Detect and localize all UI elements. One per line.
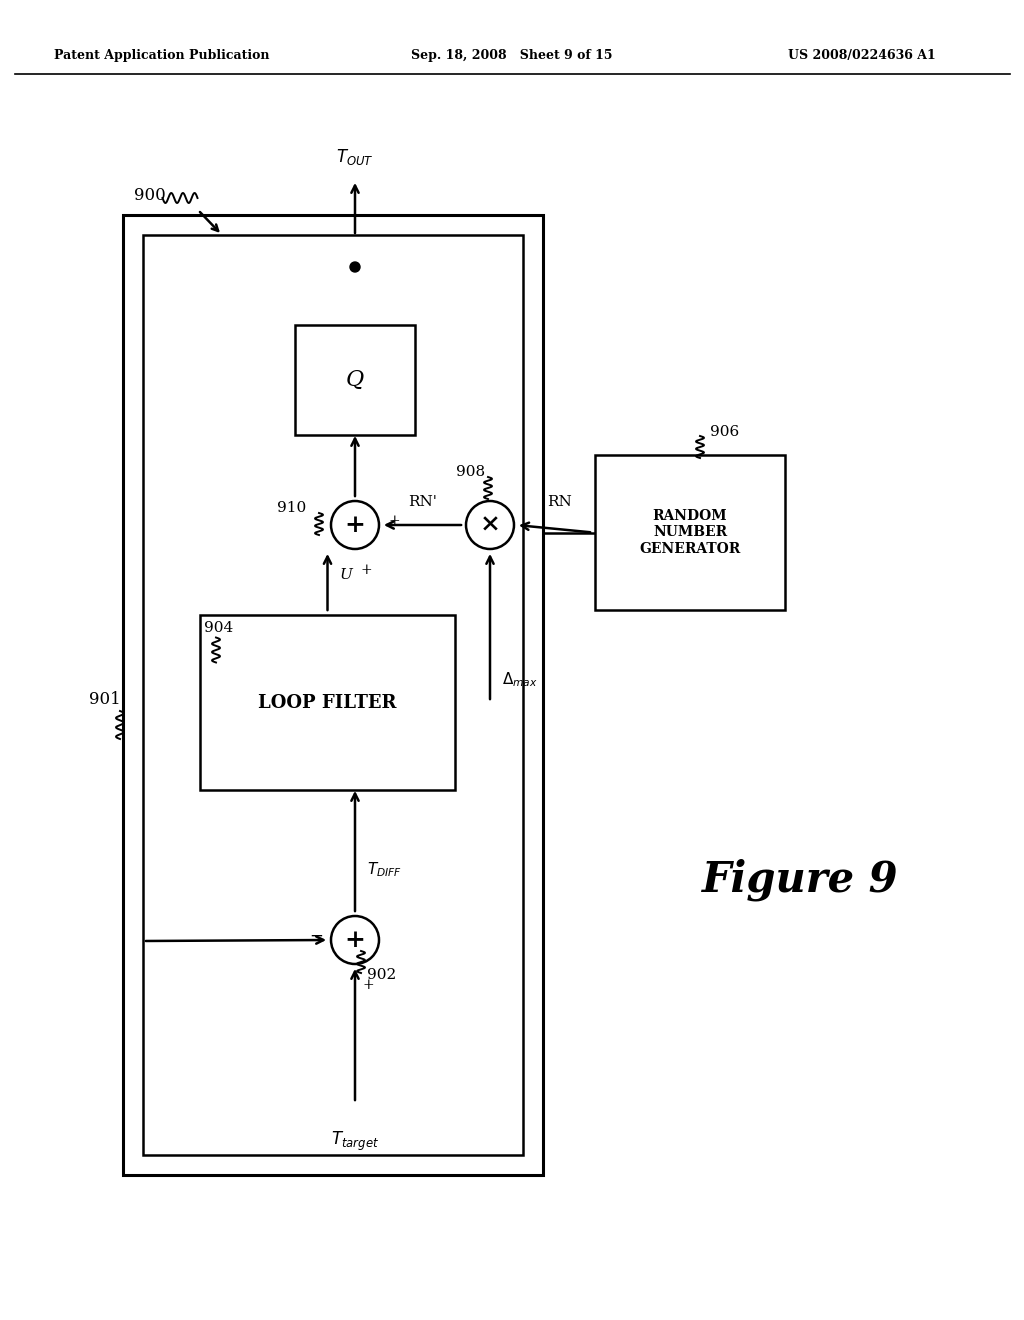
Text: $T_{target}$: $T_{target}$ — [331, 1130, 379, 1154]
Text: +: + — [389, 513, 400, 528]
Text: RANDOM
NUMBER
GENERATOR: RANDOM NUMBER GENERATOR — [639, 510, 740, 556]
Text: Q: Q — [346, 370, 365, 391]
Text: 908: 908 — [456, 465, 485, 479]
Bar — [595, 455, 785, 610]
Text: 900: 900 — [134, 186, 166, 203]
Text: US 2008/0224636 A1: US 2008/0224636 A1 — [788, 49, 936, 62]
Text: 910: 910 — [276, 502, 306, 515]
Text: +: + — [362, 978, 375, 993]
Circle shape — [466, 502, 514, 549]
Text: 901: 901 — [89, 692, 121, 709]
Text: $T_{DIFF}$: $T_{DIFF}$ — [367, 861, 402, 879]
Bar — [143, 235, 523, 1155]
Text: +: + — [344, 928, 366, 952]
Text: ×: × — [479, 513, 501, 537]
Text: +: + — [361, 564, 373, 577]
Text: LOOP FILTER: LOOP FILTER — [258, 693, 396, 711]
Text: RN: RN — [547, 495, 571, 510]
Text: RN': RN' — [408, 495, 437, 510]
Circle shape — [331, 916, 379, 964]
Text: Patent Application Publication: Patent Application Publication — [54, 49, 269, 62]
Text: Sep. 18, 2008   Sheet 9 of 15: Sep. 18, 2008 Sheet 9 of 15 — [412, 49, 612, 62]
Text: −: − — [309, 928, 323, 945]
Circle shape — [350, 261, 360, 272]
Text: U: U — [340, 568, 352, 582]
Text: $T_{OUT}$: $T_{OUT}$ — [336, 147, 374, 168]
Text: Figure 9: Figure 9 — [701, 859, 898, 902]
Text: 906: 906 — [710, 425, 739, 440]
Text: $\Delta_{max}$: $\Delta_{max}$ — [502, 671, 538, 689]
Bar — [123, 215, 543, 1175]
Text: 902: 902 — [367, 968, 396, 982]
Text: 904: 904 — [204, 620, 233, 635]
Circle shape — [331, 502, 379, 549]
Bar — [295, 325, 415, 436]
Bar — [200, 615, 455, 789]
Text: +: + — [344, 513, 366, 537]
